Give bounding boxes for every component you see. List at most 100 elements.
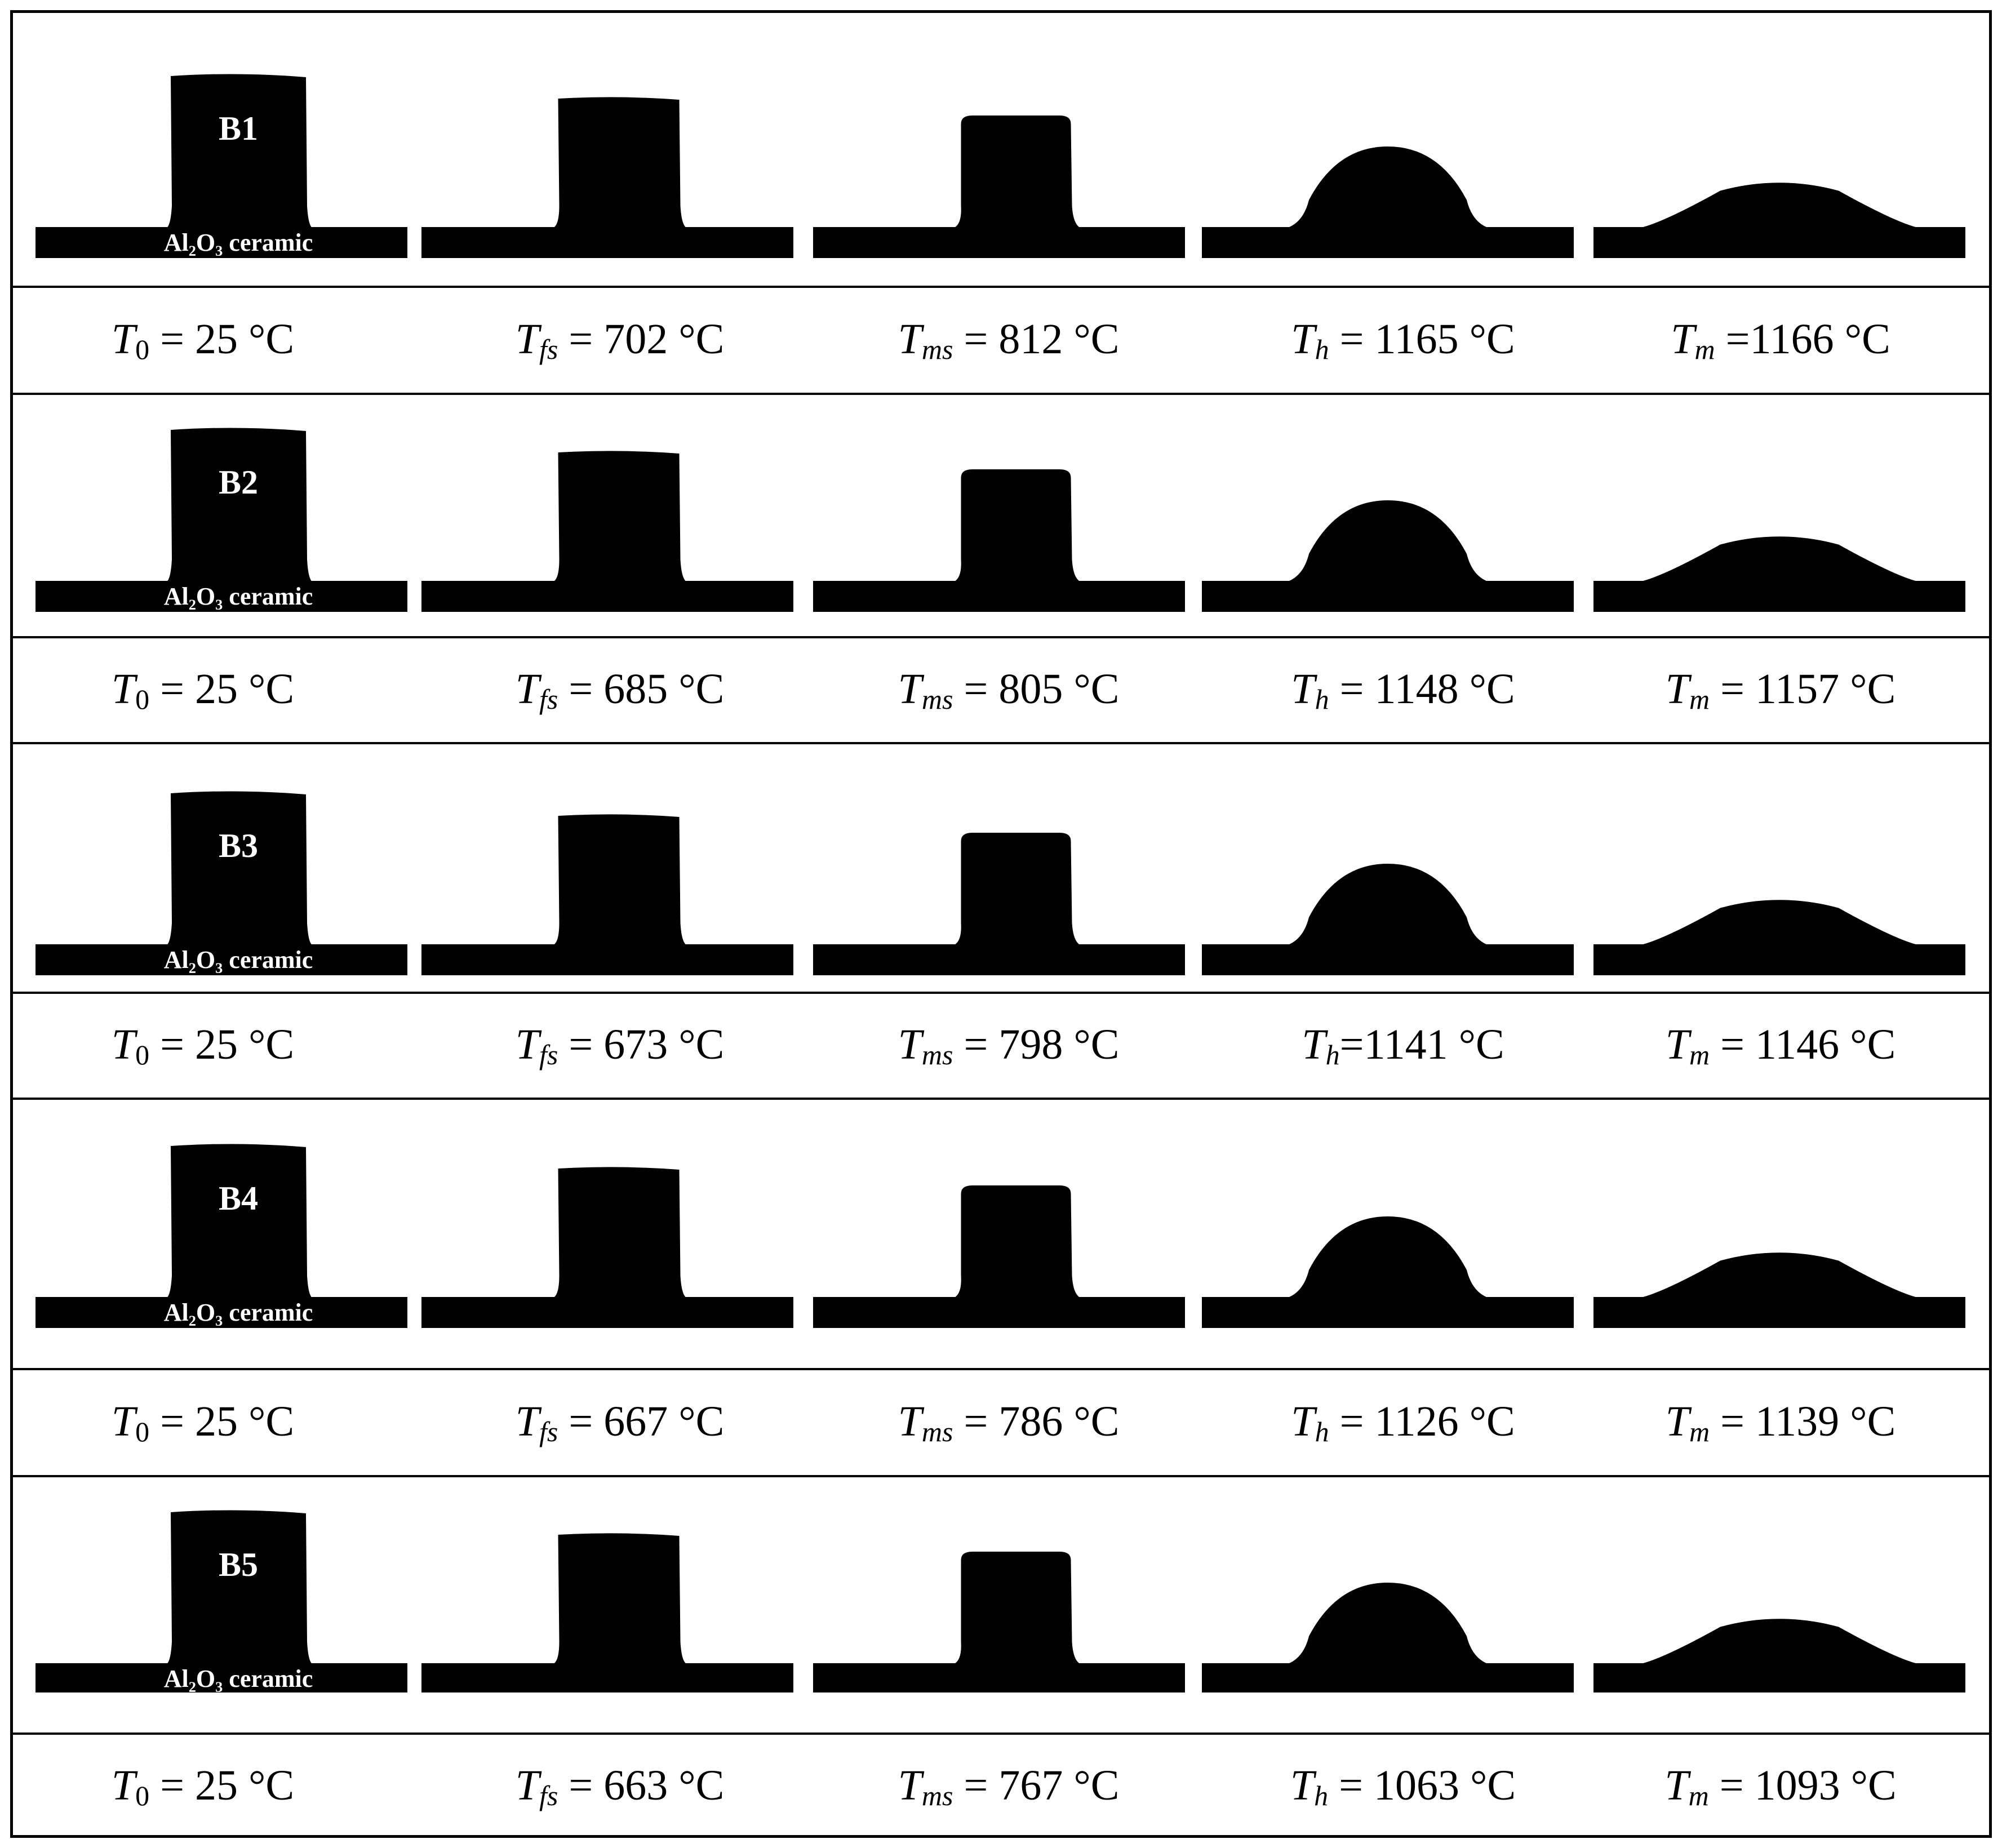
temperature-value: 1093 °C — [1754, 1761, 1897, 1809]
temperature-symbol: T — [515, 1398, 539, 1445]
equals-sign: = — [149, 1021, 196, 1068]
temperature-subscript: h — [1315, 334, 1329, 365]
temperature-value: 702 °C — [603, 316, 725, 363]
ceramic-substrate — [1593, 944, 1965, 975]
ceramic-substrate — [421, 1297, 793, 1328]
temperature-symbol: T — [111, 316, 136, 363]
temperature-symbol: T — [1665, 1021, 1690, 1068]
temperature-label: Tfs = 673 °C — [440, 1023, 800, 1069]
row-divider — [10, 1475, 1992, 1477]
temperature-subscript: ms — [921, 683, 953, 715]
equals-sign: = — [149, 316, 196, 363]
ceramic-substrate — [813, 227, 1185, 258]
temperature-value: 812 °C — [998, 316, 1120, 363]
ceramic-substrate — [813, 1663, 1185, 1692]
specimen-silhouette-stage-2 — [421, 451, 793, 612]
temperature-symbol: T — [1665, 665, 1690, 713]
specimen-silhouette-stage-4 — [1202, 1216, 1574, 1328]
temperature-value: 663 °C — [603, 1761, 725, 1809]
specimen-silhouette-stage-5 — [1593, 1619, 1965, 1692]
equals-sign: = — [1710, 1021, 1755, 1068]
equals-sign: = — [558, 1761, 604, 1809]
temperature-label: Th=1141 °C — [1223, 1023, 1583, 1069]
sample-image-row-b1: B1 Al₂O₃ ceramic — [35, 74, 1965, 258]
specimen-silhouette-stage-5 — [1593, 1252, 1965, 1328]
sample-label: B5 — [219, 1546, 258, 1583]
specimen-silhouette-stage-3 — [813, 115, 1185, 258]
ceramic-substrate — [813, 581, 1185, 612]
sample-label: B4 — [219, 1180, 258, 1217]
specimen-silhouette-stage-1: B3 Al₂O₃ ceramic — [35, 791, 407, 975]
ceramic-substrate — [421, 227, 793, 258]
temperature-label: Tm = 1146 °C — [1600, 1023, 1961, 1069]
temperature-value: 1165 °C — [1374, 316, 1515, 363]
sample-image-row-b5: B5 Al₂O₃ ceramic — [35, 1510, 1965, 1692]
temperature-symbol: T — [898, 665, 922, 713]
specimen-silhouette-stage-1: B2 Al₂O₃ ceramic — [35, 428, 407, 612]
ceramic-substrate — [35, 581, 407, 612]
specimen-shape — [1286, 864, 1489, 945]
specimen-silhouette-stage-2 — [421, 97, 793, 258]
equals-sign: = — [558, 1398, 604, 1445]
specimen-shape — [953, 115, 1081, 228]
temperature-symbol: T — [898, 1761, 922, 1809]
ceramic-substrate — [421, 1663, 793, 1692]
specimen-silhouette-stage-1: B4 Al₂O₃ ceramic — [35, 1144, 407, 1328]
temperature-value: 25 °C — [195, 1398, 295, 1445]
specimen-silhouette-stage-2 — [421, 1167, 793, 1328]
temperature-subscript: m — [1689, 1039, 1710, 1070]
ceramic-substrate — [1593, 1663, 1965, 1692]
row-divider — [10, 1098, 1992, 1100]
temperature-symbol: T — [515, 665, 539, 713]
temperature-value: 25 °C — [195, 316, 295, 363]
sample-image-row-b4: B4 Al₂O₃ ceramic — [35, 1144, 1965, 1328]
equals-sign: = — [1710, 1398, 1755, 1445]
temperature-subscript: ms — [921, 1416, 953, 1447]
equals-sign: = — [1710, 665, 1755, 713]
specimen-shape — [1639, 536, 1920, 582]
temperature-value: 1146 °C — [1755, 1021, 1896, 1068]
image-label-divider — [10, 636, 1992, 638]
row-divider — [10, 742, 1992, 744]
temperature-subscript: m — [1689, 1416, 1710, 1447]
temperature-label: T0 = 25 °C — [23, 1764, 383, 1810]
ceramic-substrate — [813, 1297, 1185, 1328]
temperature-symbol: T — [1665, 1398, 1690, 1445]
specimen-shape — [166, 791, 313, 945]
temperature-subscript: fs — [539, 334, 558, 365]
temperature-label: Tm = 1093 °C — [1600, 1764, 1961, 1810]
temperature-symbol: T — [111, 1761, 136, 1809]
specimen-silhouette-stage-5 — [1593, 900, 1965, 975]
equals-sign: = — [149, 665, 196, 713]
temperature-value: 805 °C — [998, 665, 1120, 713]
equals-sign: = — [149, 1398, 196, 1445]
temperature-symbol: T — [898, 1398, 922, 1445]
temperature-symbol: T — [898, 1021, 922, 1068]
specimen-shape — [1286, 1216, 1489, 1298]
temperature-subscript: h — [1315, 1416, 1329, 1447]
temperature-symbol: T — [515, 316, 539, 363]
ceramic-substrate — [813, 944, 1185, 975]
temperature-symbol: T — [898, 316, 922, 363]
temperature-subscript: fs — [539, 1039, 558, 1070]
temperature-label: T0 = 25 °C — [23, 318, 383, 363]
specimen-shape — [1639, 900, 1920, 945]
specimen-silhouette-stage-3 — [813, 1185, 1185, 1328]
temperature-value: 767 °C — [998, 1761, 1120, 1809]
specimen-shape — [552, 97, 687, 228]
ceramic-substrate — [35, 1297, 407, 1328]
sample-label: B1 — [219, 110, 258, 147]
temperature-label: Tms = 798 °C — [828, 1023, 1189, 1069]
temperature-label: Th = 1165 °C — [1223, 318, 1583, 363]
temperature-label: Tms = 805 °C — [828, 668, 1189, 713]
temperature-subscript: 0 — [135, 334, 150, 365]
ceramic-substrate — [1202, 1663, 1574, 1692]
specimen-shape — [953, 833, 1081, 945]
temperature-value: 685 °C — [603, 665, 725, 713]
temperature-subscript: ms — [921, 1039, 953, 1070]
temperature-subscript: m — [1688, 1779, 1709, 1811]
temperature-symbol: T — [1291, 1398, 1315, 1445]
sample-image-row-b2: B2 Al₂O₃ ceramic — [35, 428, 1965, 612]
specimen-shape — [953, 1185, 1081, 1298]
temperature-subscript: fs — [539, 1779, 558, 1811]
